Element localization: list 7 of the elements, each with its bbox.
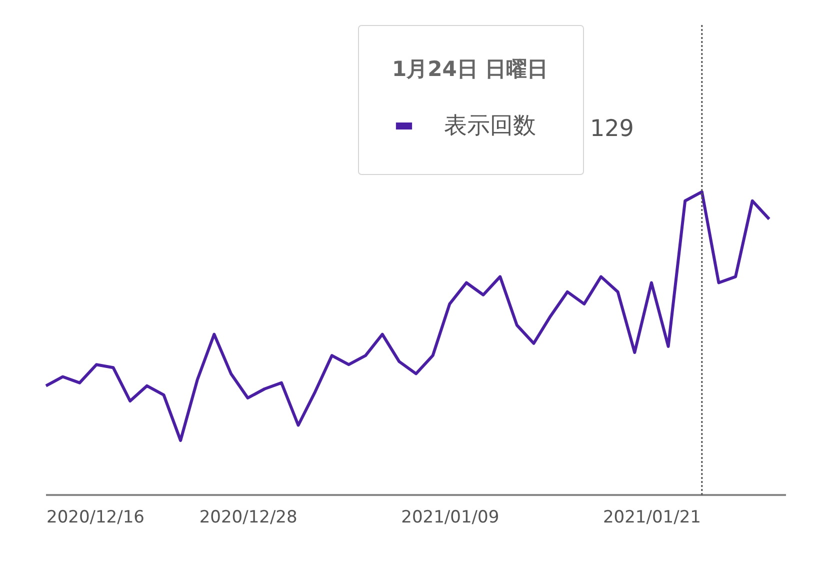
legend-title: 1月24日 日曜日 [392,57,548,81]
x-tick-label: 2021/01/21 [602,508,701,528]
x-tick-label: 2021/01/09 [401,508,500,528]
x-tick-label: 2020/12/28 [199,508,298,528]
x-tick-label: 2020/12/16 [46,508,144,528]
legend-label: 表示回数 [444,113,536,139]
text: 129 [590,116,634,142]
